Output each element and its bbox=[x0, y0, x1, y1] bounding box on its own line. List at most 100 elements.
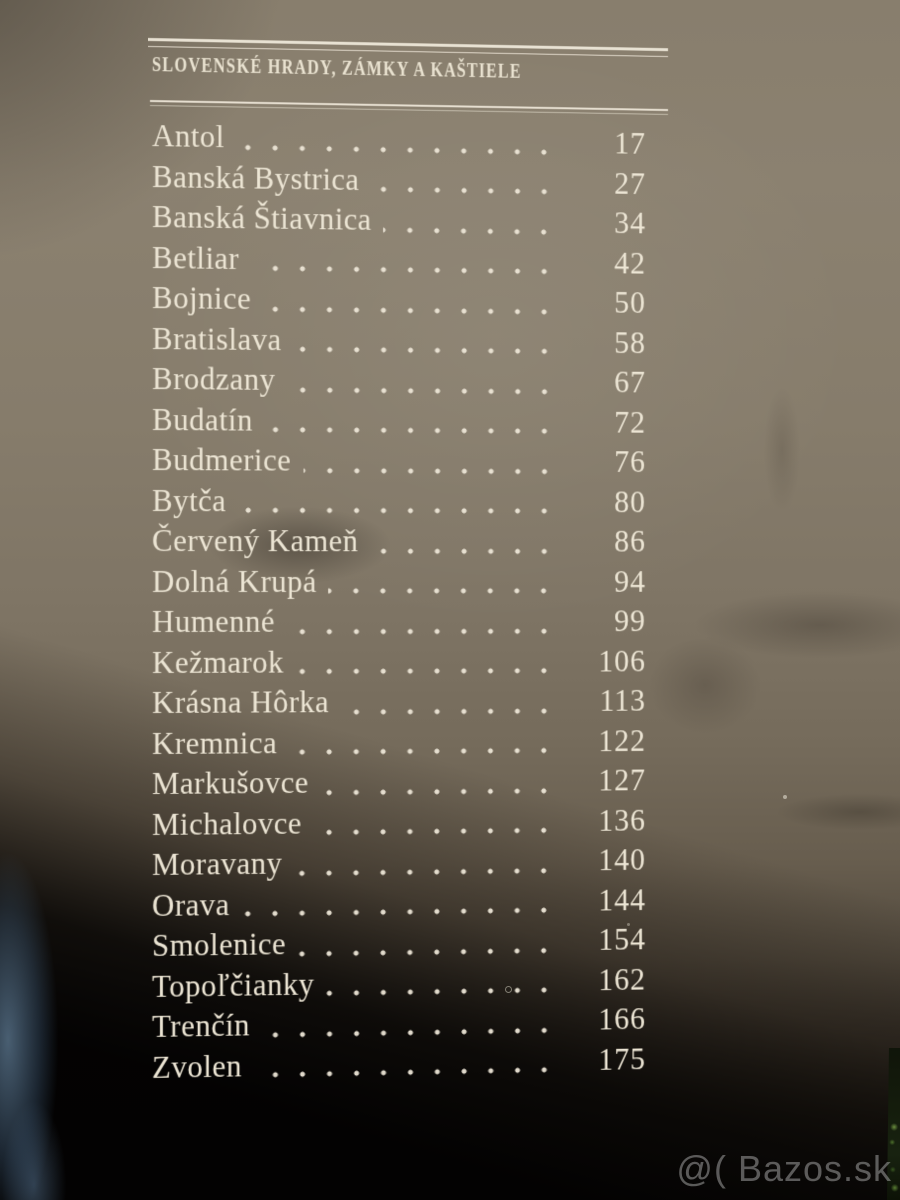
toc-row: Humenné 99 bbox=[152, 602, 646, 643]
background-foliage-edge bbox=[887, 1048, 900, 1200]
dot-leader bbox=[261, 1025, 558, 1039]
toc-row: Banská Štiavnica 34 bbox=[152, 197, 646, 244]
dot-leader bbox=[313, 826, 558, 837]
toc-entry-page: 144 bbox=[598, 881, 646, 917]
dot-leader bbox=[287, 385, 558, 396]
toc-entry-page: 106 bbox=[598, 643, 646, 678]
toc-entry-name: Trenčín bbox=[151, 1007, 251, 1044]
dot-leader bbox=[264, 425, 558, 436]
toc-entry-name: Michalovce bbox=[151, 805, 302, 842]
toc-row: Bojnice 50 bbox=[152, 278, 646, 323]
toc-entry-page: 17 bbox=[614, 125, 646, 161]
toc-entry-page: 113 bbox=[599, 683, 646, 718]
dust-speck bbox=[505, 986, 512, 993]
toc-entry-page: 76 bbox=[614, 444, 646, 479]
series-title: SLOVENSKÉ HRADY, ZÁMKY A KAŠTIELE bbox=[151, 54, 522, 83]
toc-row: Červený Kameň 86 bbox=[152, 521, 646, 562]
toc-entry-name: Bojnice bbox=[151, 280, 252, 316]
toc-entry-name: Smolenice bbox=[151, 926, 287, 963]
dot-leader bbox=[251, 264, 558, 276]
toc-row: Bytča 80 bbox=[152, 481, 646, 523]
dot-leader bbox=[370, 546, 558, 555]
toc-entry-page: 42 bbox=[614, 245, 646, 281]
dot-leader bbox=[293, 345, 558, 356]
toc-entry-page: 175 bbox=[598, 1041, 646, 1077]
toc-entry-page: 94 bbox=[614, 563, 646, 599]
toc-entry-name: Humenné bbox=[151, 603, 275, 639]
toc-entry-page: 80 bbox=[614, 484, 646, 519]
header-double-rule bbox=[148, 37, 669, 58]
toc-entry-page: 86 bbox=[614, 523, 646, 559]
dot-leader bbox=[241, 906, 558, 918]
toc-row: Moravany 140 bbox=[152, 840, 646, 885]
toc-row: Michalovce 136 bbox=[152, 800, 646, 845]
toc-page-content: SLOVENSKÉ HRADY, ZÁMKY A KAŠTIELE Antol … bbox=[148, 30, 670, 1130]
toc-entry-page: 166 bbox=[598, 1001, 646, 1037]
dot-leader bbox=[295, 666, 558, 676]
dot-leader bbox=[297, 945, 558, 958]
toc-entry-page: 122 bbox=[598, 722, 646, 758]
toc-entry-name: Banská Štiavnica bbox=[151, 199, 372, 237]
dot-leader bbox=[340, 706, 558, 716]
toc-entry-page: 162 bbox=[598, 961, 646, 997]
dot-leader bbox=[263, 304, 558, 316]
dot-leader bbox=[286, 626, 558, 636]
toc-entry-name: Budmerice bbox=[151, 442, 292, 478]
toc-entry-page: 34 bbox=[614, 205, 646, 241]
toc-entry-page: 140 bbox=[598, 842, 646, 878]
dot-leader bbox=[254, 1065, 558, 1080]
toc-entry-name: Kremnica bbox=[151, 724, 278, 761]
dot-leader bbox=[294, 866, 558, 877]
toc-entry-name: Budatín bbox=[151, 401, 253, 438]
toc-row: Orava 144 bbox=[152, 880, 646, 926]
toc-entry-name: Moravany bbox=[151, 845, 283, 882]
toc-entry-name: Antol bbox=[151, 118, 225, 155]
toc-row: Zvolen 175 bbox=[152, 1039, 646, 1088]
dot-leader bbox=[303, 466, 558, 476]
header-separator-rule bbox=[150, 100, 669, 115]
toc-entry-name: Dolná Krupá bbox=[151, 563, 317, 599]
toc-entry-page: 72 bbox=[614, 404, 646, 440]
toc-row: Kremnica 122 bbox=[152, 721, 646, 764]
toc-entry-page: 154 bbox=[598, 921, 646, 957]
toc-row: Brodzany 67 bbox=[152, 359, 646, 403]
dot-leader bbox=[288, 746, 558, 757]
toc-entry-name: Topoľčianky bbox=[151, 966, 315, 1004]
dot-leader bbox=[238, 506, 558, 515]
toc-entry-page: 50 bbox=[614, 285, 646, 320]
toc-entry-name: Bratislava bbox=[151, 320, 282, 357]
dot-leader bbox=[320, 786, 558, 797]
toc-list: Antol 17 Banská Bystrica 27 Banská Štiav… bbox=[152, 116, 646, 1088]
toc-row: Budmerice 76 bbox=[152, 440, 646, 482]
dust-speck bbox=[627, 923, 630, 926]
toc-row: Banská Bystrica 27 bbox=[152, 157, 646, 204]
toc-entry-page: 99 bbox=[614, 603, 646, 639]
toc-row: Budatín 72 bbox=[152, 400, 646, 443]
toc-row: Betliar 42 bbox=[152, 238, 646, 284]
toc-entry-name: Orava bbox=[151, 886, 230, 923]
dot-leader bbox=[236, 142, 558, 156]
toc-row: Kežmarok 106 bbox=[152, 641, 646, 683]
toc-entry-name: Brodzany bbox=[151, 361, 276, 397]
toc-entry-name: Červený Kameň bbox=[151, 523, 359, 559]
toc-entry-page: 27 bbox=[614, 165, 646, 201]
toc-row: Krásna Hôrka 113 bbox=[152, 681, 646, 723]
dot-leader bbox=[326, 985, 558, 998]
toc-entry-name: Betliar bbox=[151, 239, 240, 276]
toc-entry-name: Bytča bbox=[151, 482, 227, 518]
toc-entry-name: Kežmarok bbox=[151, 644, 284, 680]
toc-entry-name: Banská Bystrica bbox=[151, 158, 360, 197]
toc-row: Smolenice 154 bbox=[152, 920, 646, 967]
toc-entry-name: Krásna Hôrka bbox=[151, 684, 330, 720]
toc-row: Bratislava 58 bbox=[152, 319, 646, 363]
dot-leader bbox=[328, 586, 558, 595]
toc-entry-page: 67 bbox=[614, 364, 646, 400]
bazos-watermark: @( Bazos.sk bbox=[676, 1148, 892, 1189]
toc-row: Markušovce 127 bbox=[152, 761, 646, 805]
toc-entry-name: Zvolen bbox=[151, 1047, 243, 1085]
toc-entry-name: Markušovce bbox=[151, 764, 309, 801]
toc-entry-page: 136 bbox=[598, 802, 646, 838]
dot-leader bbox=[383, 225, 558, 236]
dust-speck bbox=[783, 795, 787, 799]
